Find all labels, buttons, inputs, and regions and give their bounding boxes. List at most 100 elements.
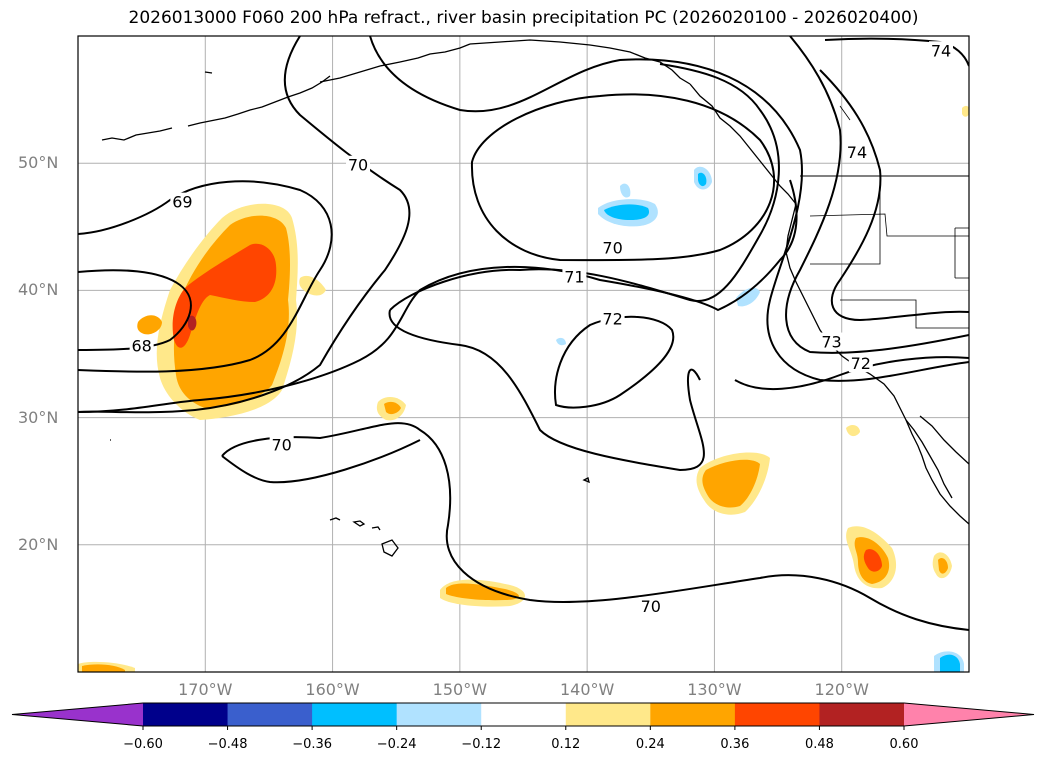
contour-label-bg (170, 192, 195, 211)
colorbar-bin (396, 703, 482, 726)
coastline-baja (905, 415, 969, 499)
lon-label: 170°W (178, 680, 233, 699)
contour-74 (819, 69, 969, 322)
precip-neg-blob-47n-131w-blue (698, 172, 707, 187)
contour-73 (369, 36, 969, 382)
coastlines (101, 39, 969, 557)
contour-73-b (785, 36, 969, 354)
map-title: 2026013000 F060 200 hPa refract., river … (128, 8, 919, 28)
precip-negative-shading (556, 166, 964, 672)
precip-blob-north-pacific-dark (188, 315, 197, 331)
lon-label: 130°W (687, 680, 742, 699)
colorbar-bin (143, 703, 229, 726)
lat-label: 40°N (18, 280, 59, 300)
lon-label: 160°W (305, 680, 360, 699)
coastline-aleutians (101, 71, 331, 141)
precip-neg-blob-gulf-alaska-blue (604, 204, 650, 220)
precip-blob-mexico-red (863, 549, 882, 572)
lat-label: 20°N (18, 534, 59, 554)
contour-label-bg (600, 238, 625, 257)
colorbar-tick-label: 0.36 (720, 737, 750, 752)
coastline-alaska-south (319, 39, 691, 85)
precip-blob-30n-orange (384, 401, 401, 415)
colorbar-bin (481, 703, 567, 726)
contour-72-loop (388, 309, 705, 472)
contour-label-bg (844, 143, 869, 162)
contour-label: 70 (641, 597, 661, 616)
contour-label: 73 (821, 333, 841, 352)
precip-blob-29n-120w (846, 425, 860, 437)
precip-neg-blob-gulf-alaska-top (620, 183, 631, 198)
contour-72-outer (389, 63, 780, 311)
lon-label: 150°W (432, 680, 488, 699)
contour-label-bg (600, 309, 625, 328)
lat-label: 50°N (18, 153, 59, 173)
contour-71-loop (470, 93, 776, 262)
contour-label: 71 (564, 268, 584, 287)
colorbar-tick-label: 0.12 (551, 737, 581, 752)
contour-label: 70 (602, 238, 622, 257)
lon-label: 140°W (559, 680, 615, 699)
contour-label: 70 (271, 436, 291, 455)
lat-label: 30°N (18, 407, 59, 427)
colorbar-bin (734, 703, 820, 726)
colorbar-tick-label: 0.60 (889, 737, 919, 752)
precip-neg-blob-36n (556, 337, 566, 346)
contour-72-inner (554, 315, 675, 409)
contour-label: 74 (847, 143, 867, 162)
contour-label: 68 (131, 336, 151, 355)
contour-label-bg (269, 435, 294, 454)
precip-blob-mexico-east-orange (938, 557, 948, 574)
contour-label-bg (928, 41, 953, 60)
refractivity-contours (78, 36, 969, 631)
contour-70-south-2 (221, 439, 421, 484)
precip-blob-40n-east (299, 275, 326, 296)
contour-label: 72 (602, 310, 622, 329)
precip-blob-southwest-corner-orange (82, 664, 125, 672)
colorbar-tick-label: −0.48 (207, 737, 248, 752)
contour-label-bg (129, 336, 154, 355)
contour-label: 70 (348, 156, 368, 175)
contour-label: 72 (851, 354, 871, 373)
colorbar-bin (650, 703, 736, 726)
contour-label: 74 (931, 41, 951, 60)
contour-label-bg (848, 354, 873, 373)
colorbar-bin (819, 703, 905, 726)
coastline-us-west (785, 203, 969, 525)
colorbar-bin (565, 703, 651, 726)
coastline-bc (689, 83, 797, 205)
colorbar-tick-label: −0.60 (123, 737, 163, 752)
precip-neg-blob-south-east-blue (940, 654, 960, 672)
contour-72-lower (734, 356, 969, 390)
contour-label-bg (638, 597, 663, 616)
precip-blob-25n-130w-orange (702, 459, 760, 508)
contour-70-south (221, 422, 969, 631)
colorbar (11, 702, 1035, 730)
colorbar-tick-label: 0.48 (804, 737, 834, 752)
precip-blob-east-edge (962, 105, 969, 117)
colorbar-tick-label: −0.36 (292, 737, 333, 752)
lon-label: 120°W (814, 680, 869, 699)
colorbar-tick-label: −0.12 (461, 737, 502, 752)
contour-label-bg (562, 267, 587, 286)
precip-neg-blob-40n-128w (736, 287, 760, 307)
colorbar-extend-low (12, 703, 143, 726)
colorbar-tick-label: 0.24 (635, 737, 665, 752)
colorbar-extend-high (904, 703, 1034, 726)
precip-blob-west-small (137, 315, 162, 335)
precip-blob-north-pacific-red (172, 243, 277, 348)
contour-labels: 70 69 70 71 72 68 73 72 74 70 70 74 (129, 41, 953, 616)
map-frame (77, 35, 970, 673)
contour-label-bg (819, 332, 844, 351)
colorbar-tick-label: −0.24 (376, 737, 417, 752)
contour-71 (78, 179, 798, 413)
coastline-hawaii (329, 517, 399, 557)
contour-69 (78, 180, 333, 373)
colorbar-bin (312, 703, 398, 726)
precip-positive-shading (78, 105, 969, 672)
coastline-islands (110, 439, 590, 484)
contour-68 (78, 269, 192, 351)
contour-label: 69 (172, 193, 192, 212)
colorbar-bin (227, 703, 313, 726)
